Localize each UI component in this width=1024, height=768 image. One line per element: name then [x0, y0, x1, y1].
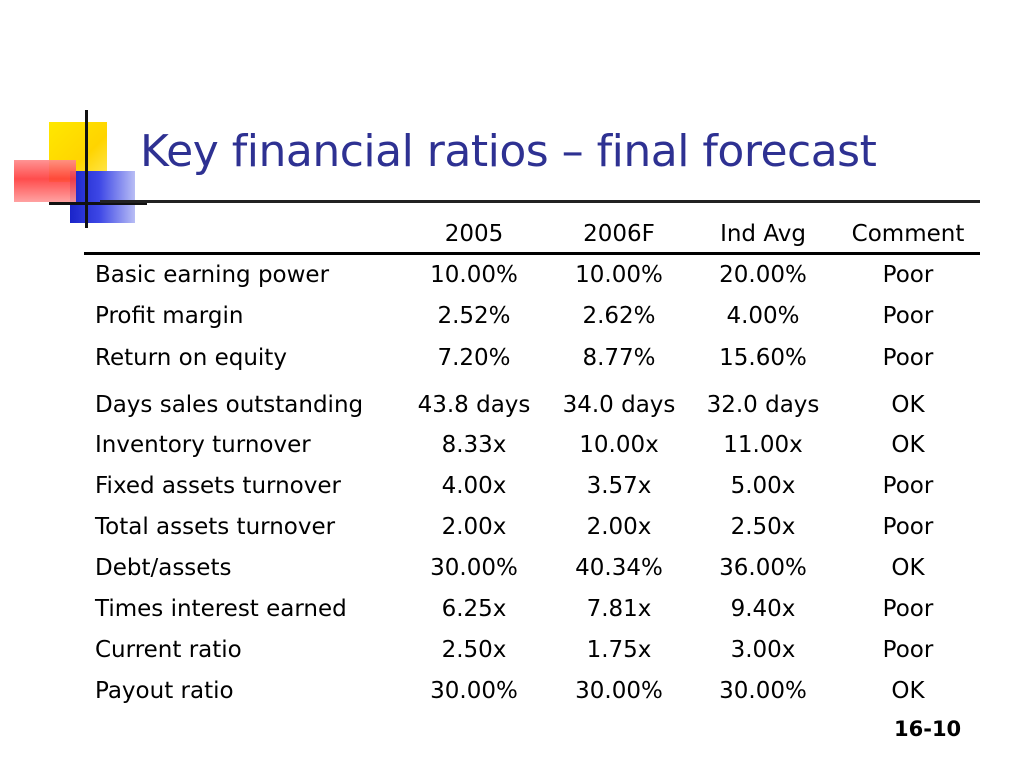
row-label: Debt/assets	[95, 555, 232, 581]
cell-ind-avg: 4.00%	[726, 303, 800, 329]
cell-comment: OK	[891, 392, 925, 418]
column-header-comment: Comment	[851, 221, 965, 247]
cell-comment: OK	[891, 678, 925, 704]
row-label: Return on equity	[95, 345, 287, 371]
cell-2005: 2.00x	[441, 514, 507, 540]
cell-ind-avg: 5.00x	[730, 473, 796, 499]
slide-number: 16-10	[894, 717, 962, 741]
cell-comment: Poor	[882, 637, 934, 663]
title-underline	[100, 200, 980, 203]
column-header-2006f: 2006F	[583, 221, 655, 247]
cell-2005: 2.50x	[441, 637, 507, 663]
cell-2006f: 8.77%	[582, 345, 656, 371]
cell-ind-avg: 11.00x	[723, 432, 803, 458]
cell-comment: OK	[891, 555, 925, 581]
logo-blue-square	[70, 171, 135, 223]
row-label: Total assets turnover	[95, 514, 336, 540]
cell-2006f: 2.62%	[582, 303, 656, 329]
row-label: Profit margin	[95, 303, 244, 329]
cell-2006f: 7.81x	[586, 596, 652, 622]
cell-ind-avg: 15.60%	[719, 345, 807, 371]
cell-2006f: 10.00x	[579, 432, 659, 458]
cell-2006f: 40.34%	[575, 555, 663, 581]
cell-comment: Poor	[882, 303, 934, 329]
column-header-2005: 2005	[444, 221, 504, 247]
logo-vertical-line	[85, 110, 88, 228]
cell-2006f: 3.57x	[586, 473, 652, 499]
cell-2006f: 2.00x	[586, 514, 652, 540]
logo-red-square	[14, 160, 76, 202]
cell-2005: 7.20%	[437, 345, 511, 371]
cell-2005: 30.00%	[430, 555, 518, 581]
cell-2005: 8.33x	[441, 432, 507, 458]
row-label: Payout ratio	[95, 678, 234, 704]
row-label: Days sales outstanding	[95, 392, 364, 418]
cell-ind-avg: 36.00%	[719, 555, 807, 581]
logo-horizontal-line	[49, 202, 147, 205]
cell-comment: Poor	[882, 262, 934, 288]
cell-ind-avg: 32.0 days	[706, 392, 820, 418]
row-label: Basic earning power	[95, 262, 330, 288]
cell-2005: 2.52%	[437, 303, 511, 329]
cell-2006f: 30.00%	[575, 678, 663, 704]
row-label: Inventory turnover	[95, 432, 311, 458]
cell-2005: 43.8 days	[417, 392, 531, 418]
cell-ind-avg: 20.00%	[719, 262, 807, 288]
cell-2006f: 1.75x	[586, 637, 652, 663]
cell-comment: Poor	[882, 473, 934, 499]
cell-2005: 30.00%	[430, 678, 518, 704]
row-label: Current ratio	[95, 637, 242, 663]
row-label: Times interest earned	[95, 596, 347, 622]
cell-ind-avg: 30.00%	[719, 678, 807, 704]
row-label: Fixed assets turnover	[95, 473, 341, 499]
cell-2006f: 10.00%	[575, 262, 663, 288]
cell-ind-avg: 3.00x	[730, 637, 796, 663]
cell-comment: OK	[891, 432, 925, 458]
cell-comment: Poor	[882, 596, 934, 622]
column-header-ind-avg: Ind Avg	[720, 221, 806, 247]
cell-ind-avg: 9.40x	[730, 596, 796, 622]
cell-2005: 10.00%	[430, 262, 518, 288]
cell-ind-avg: 2.50x	[730, 514, 796, 540]
cell-2006f: 34.0 days	[562, 392, 676, 418]
cell-comment: Poor	[882, 514, 934, 540]
cell-2005: 4.00x	[441, 473, 507, 499]
slide-title: Key financial ratios – final forecast	[140, 126, 877, 177]
cell-2005: 6.25x	[441, 596, 507, 622]
header-rule	[84, 252, 980, 255]
cell-comment: Poor	[882, 345, 934, 371]
logo-squares-icon	[0, 0, 150, 240]
